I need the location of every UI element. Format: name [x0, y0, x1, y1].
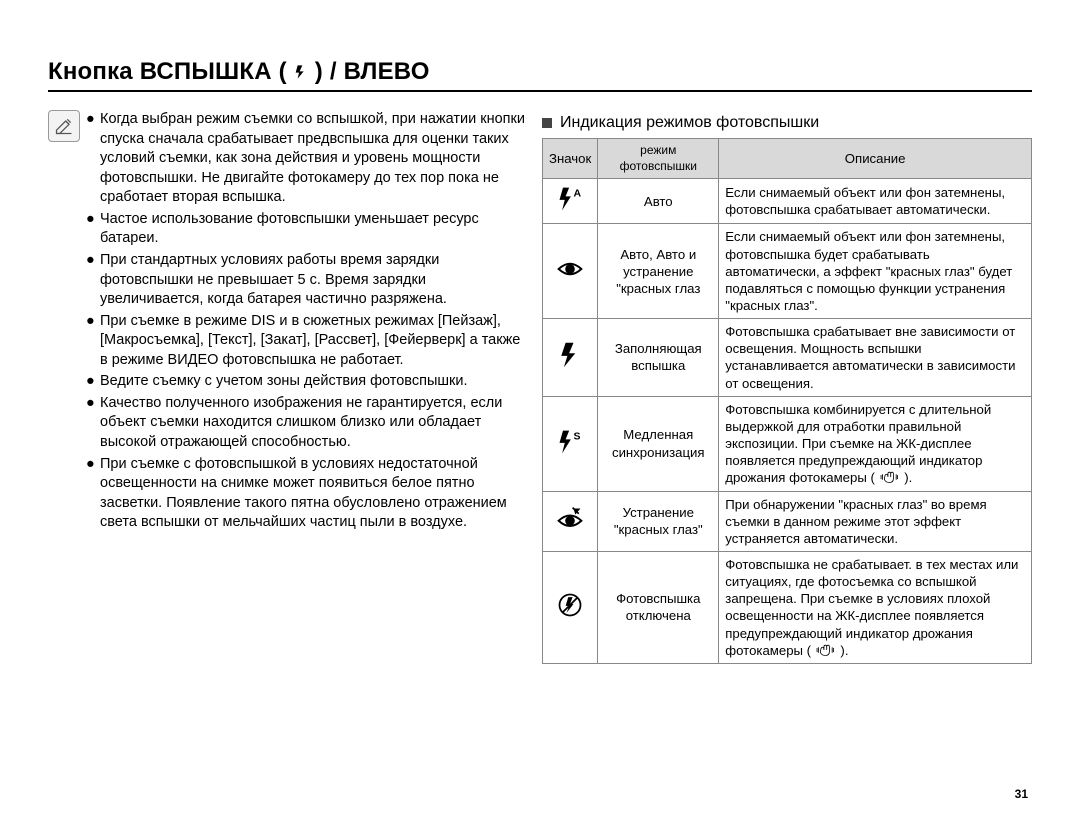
title-suffix-text: ) / ВЛЕВО [315, 58, 430, 86]
mode-cell: Медленная синхронизация [598, 396, 719, 491]
desc-cell: Если снимаемый объект или фон затемнены,… [719, 179, 1032, 224]
flash-auto-icon: A [543, 179, 598, 224]
desc-post: ). [840, 643, 848, 658]
list-item: ●Ведите съемку с учетом зоны действия фо… [86, 372, 526, 392]
page-title: Кнопка ВСПЫШКА ( ) / ВЛЕВО [48, 58, 1032, 92]
mode-cell: Фотовспышка отключена [598, 552, 719, 664]
list-item: ●Когда выбран режим съемки со вспышкой, … [86, 110, 526, 208]
desc-cell: При обнаружении "красных глаз" во время … [719, 491, 1032, 551]
list-item: ●Частое использование фотовспышки уменьш… [86, 210, 526, 249]
table-row: Заполняющая вспышка Фотовспышка срабатыв… [543, 319, 1032, 397]
mode-cell: Устранение "красных глаз" [598, 491, 719, 551]
desc-cell: Фотовспышка срабатывает вне зависимости … [719, 319, 1032, 397]
bullet-text: При съемке в режиме DIS и в сюжетных реж… [100, 312, 526, 371]
col-header-desc: Описание [719, 139, 1032, 179]
desc-post: ). [904, 470, 912, 485]
mode-cell: Авто [598, 179, 719, 224]
col-header-icon: Значок [543, 139, 598, 179]
list-item: ●При съемке в режиме DIS и в сюжетных ре… [86, 312, 526, 371]
bullet-text: Когда выбран режим съемки со вспышкой, п… [100, 110, 526, 208]
bullet-text: При съемке с фотовспышкой в условиях нед… [100, 455, 526, 533]
svg-text:S: S [574, 430, 581, 442]
bullet-text: Ведите съемку с учетом зоны действия фот… [100, 372, 467, 392]
svg-text:A: A [574, 188, 582, 200]
col-header-mode: режим фотовспышки [598, 139, 719, 179]
fill-flash-icon [543, 319, 598, 397]
page-number: 31 [1015, 787, 1028, 801]
title-prefix-text: Кнопка ВСПЫШКА ( [48, 58, 287, 86]
hand-shake-icon [815, 643, 841, 658]
redeye-auto-icon [543, 224, 598, 319]
table-row: Фотовспышка отключена Фотовспышка не сра… [543, 552, 1032, 664]
subhead-text: Индикация режимов фотовспышки [560, 114, 819, 132]
square-bullet-icon [542, 118, 552, 128]
list-item: ●При съемке с фотовспышкой в условиях не… [86, 455, 526, 533]
flash-off-icon [543, 552, 598, 664]
bullet-list: ●Когда выбран режим съемки со вспышкой, … [86, 110, 526, 535]
note-icon [48, 110, 80, 142]
list-item: ●Качество полученного изображения не гар… [86, 394, 526, 453]
desc-cell: Фотовспышка не срабатывает. в тех местах… [719, 552, 1032, 664]
bullet-text: Качество полученного изображения не гара… [100, 394, 526, 453]
table-subhead: Индикация режимов фотовспышки [542, 114, 1032, 132]
desc-cell: Фотовспышка комбинируется с длительной в… [719, 396, 1032, 491]
mode-cell: Заполняющая вспышка [598, 319, 719, 397]
mode-cell: Авто, Авто и устранение "красных глаз [598, 224, 719, 319]
flash-modes-table: Значок режим фотовспышки Описание A Авто… [542, 138, 1032, 664]
redeye-fix-icon [543, 491, 598, 551]
desc-pre: Фотовспышка не срабатывает. в тех местах… [725, 557, 1018, 658]
table-row: Устранение "красных глаз" При обнаружени… [543, 491, 1032, 551]
desc-cell: Если снимаемый объект или фон затемнены,… [719, 224, 1032, 319]
table-row: A Авто Если снимаемый объект или фон зат… [543, 179, 1032, 224]
desc-pre: Фотовспышка комбинируется с длительной в… [725, 402, 991, 486]
slow-sync-icon: S [543, 396, 598, 491]
table-row: Авто, Авто и устранение "красных глаз Ес… [543, 224, 1032, 319]
bullet-text: При стандартных условиях работы время за… [100, 251, 526, 310]
list-item: ●При стандартных условиях работы время з… [86, 251, 526, 310]
table-row: S Медленная синхронизация Фотовспышка ко… [543, 396, 1032, 491]
bullet-text: Частое использование фотовспышки уменьша… [100, 210, 526, 249]
flash-icon [293, 59, 309, 85]
hand-shake-icon [879, 470, 905, 485]
table-header-row: Значок режим фотовспышки Описание [543, 139, 1032, 179]
